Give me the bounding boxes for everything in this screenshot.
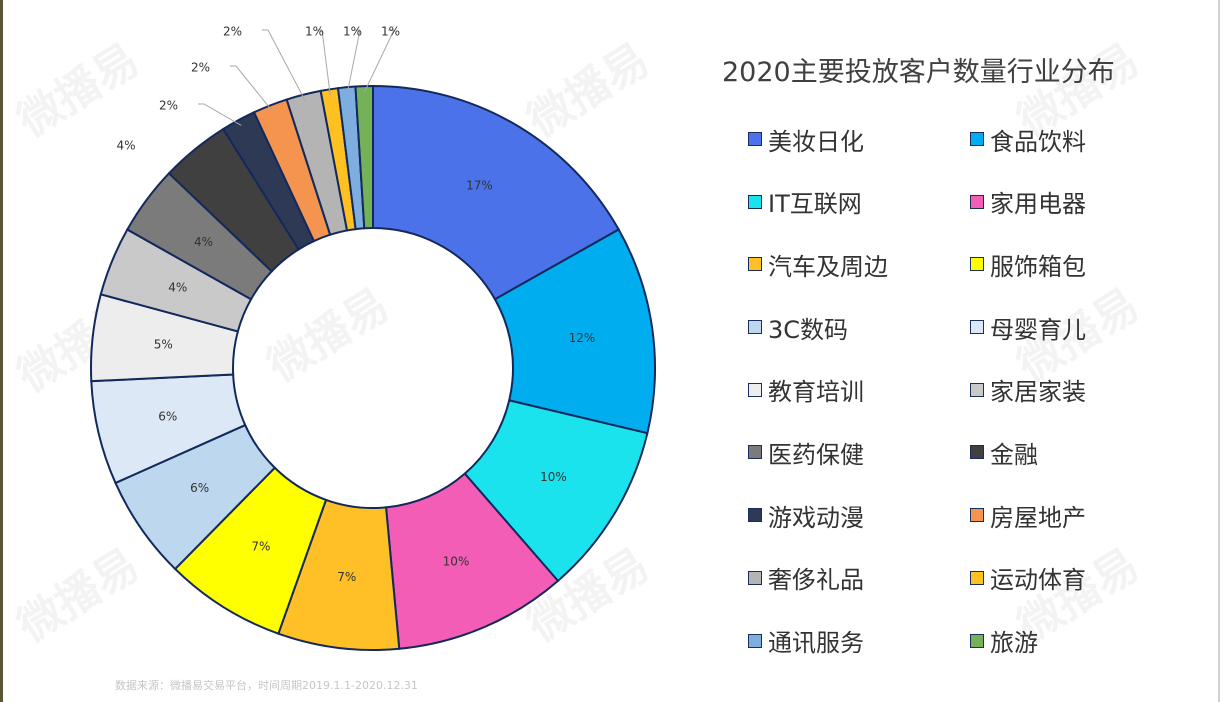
legend-label: 3C数码 [768,315,849,344]
legend-item: 旅游 [970,626,1192,657]
legend-label: 金融 [990,440,1038,469]
legend-item: 教育培训 [748,375,970,407]
slice-label: 1% [305,25,324,39]
leader-line [198,103,242,126]
legend-swatch [970,570,984,585]
legend-label: 医药保健 [768,440,864,469]
leader-line [363,29,395,93]
legend-label: 汽车及周边 [768,252,888,281]
legend-swatch [970,633,984,648]
legend-label: 奢侈礼品 [768,566,864,595]
legend-label: IT互联网 [768,190,862,219]
slice-label: 12% [569,331,596,345]
legend-swatch [748,382,762,397]
legend-item: 通讯服务 [748,626,970,657]
legend-swatch [748,570,762,585]
legend-swatch [970,257,984,272]
chart-legend: 美妆日化 食品饮料 IT互联网 家用电器汽车及周边 服饰箱包 3C数码 母婴育儿教育培训 家居… [748,124,1192,688]
legend-item: IT互联网 [748,187,970,219]
slice-label: 2% [159,99,178,113]
slice-label: 1% [343,25,362,39]
legend-item: 奢侈礼品 [748,563,970,595]
legend-item: 服饰箱包 [970,249,1192,281]
source-note: 数据来源：微播易交易平台，时间周期2019.1.1-2020.12.31 [115,679,418,692]
legend-swatch [970,132,984,146]
legend-label: 房屋地产 [990,503,1086,532]
leader-line [346,29,361,94]
leader-line [230,65,273,112]
legend-label: 旅游 [990,629,1038,657]
legend-label: 通讯服务 [768,629,864,657]
legend-swatch [970,445,984,460]
frame-left-border [0,0,3,702]
slice-label: 4% [116,139,135,153]
slice-label: 7% [337,570,356,584]
legend-swatch [748,320,762,335]
slice-label: 17% [466,178,493,192]
legend-item: 汽车及周边 [748,249,970,281]
legend-swatch [748,445,762,460]
slice-label: 10% [443,554,470,568]
legend-label: 美妆日化 [768,127,864,156]
slice-label: 7% [251,539,270,553]
legend-item: 运动体育 [970,563,1192,595]
legend-item: 3C数码 [748,312,970,344]
slice-label: 2% [191,61,210,75]
legend-item: 家居家装 [970,375,1192,407]
legend-swatch [748,508,762,523]
legend-swatch [970,508,984,523]
legend-swatch [748,257,762,272]
legend-swatch [970,382,984,397]
frame-right-border [1218,0,1220,702]
slice-label: 4% [168,281,187,295]
legend-label: 母婴育儿 [990,315,1086,344]
legend-item: 食品饮料 [970,124,1192,156]
pie-slice [372,84,621,301]
legend-swatch [748,194,762,209]
slice-label: 5% [154,338,173,352]
slice-label: 6% [158,409,177,423]
legend-item: 医药保健 [748,437,970,469]
slice-label: 6% [190,481,209,495]
legend-label: 食品饮料 [990,127,1086,156]
leader-line [316,29,331,96]
legend-swatch [748,132,762,146]
legend-label: 服饰箱包 [990,252,1086,281]
slice-label: 10% [540,470,567,484]
legend-label: 家用电器 [990,190,1086,219]
legend-swatch [970,194,984,209]
slice-label: 4% [194,235,213,249]
legend-swatch [748,633,762,648]
legend-label: 教育培训 [768,378,864,407]
legend-swatch [970,320,984,335]
legend-item: 美妆日化 [748,124,970,156]
chart-title: 2020主要投放客户数量行业分布 [722,57,1115,88]
pie-slice [354,84,374,230]
legend-item: 金融 [970,437,1192,469]
leader-line [262,29,306,101]
legend-label: 家居家装 [990,378,1086,407]
pie-slice [493,228,656,435]
legend-item: 家用电器 [970,187,1192,219]
slice-label: 2% [223,25,242,39]
legend-label: 游戏动漫 [768,503,864,532]
legend-label: 运动体育 [990,566,1086,595]
legend-item: 房屋地产 [970,500,1192,532]
legend-item: 游戏动漫 [748,500,970,532]
slice-label: 1% [381,25,400,39]
legend-item: 母婴育儿 [970,312,1192,344]
